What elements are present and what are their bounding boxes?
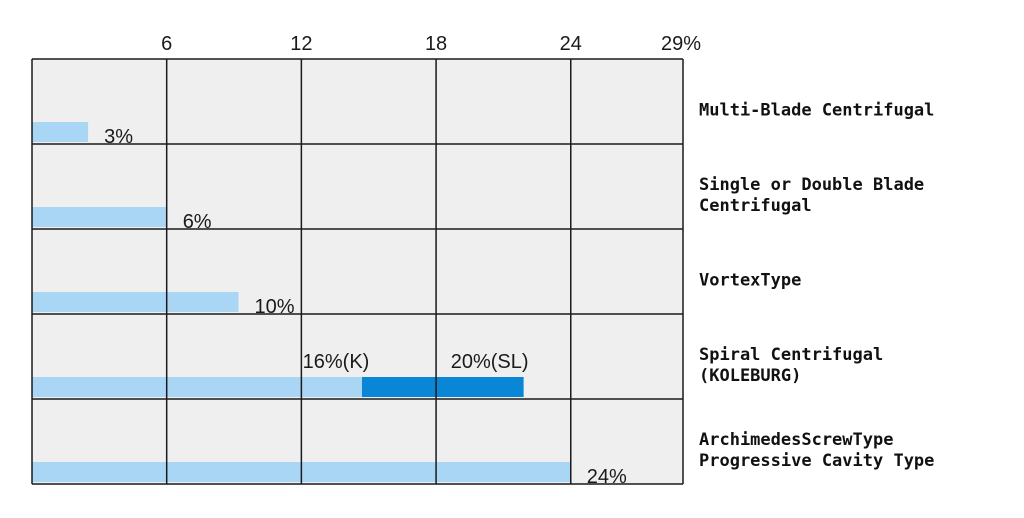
category-labels: Multi-Blade Centrifugal Single or Double … (699, 101, 934, 472)
bar-3-light (32, 292, 239, 312)
data-label-2-light: 6% (183, 211, 212, 233)
category-label-2: Single or Double Blade Centrifugal (699, 175, 924, 216)
x-tick-label: 18 (425, 33, 447, 55)
category-label-4: Spiral Centrifugal (KOLEBURG) (699, 345, 883, 386)
x-axis-tick-labels: 6 12 18 24 29% (161, 33, 701, 55)
data-label-1-light: 3% (104, 126, 133, 148)
category-label-1: Multi-Blade Centrifugal (699, 101, 934, 121)
data-label-5-light: 24% (587, 466, 627, 488)
x-tick-label: 24 (560, 33, 582, 55)
x-tick-label: 29% (661, 33, 701, 55)
data-labels: 3% 6% 10% 16%(K) 20%(SL) 24% (104, 126, 627, 488)
category-label-5: ArchimedesScrewType Progressive Cavity Ty… (699, 430, 934, 471)
category-label-3: VortexType (699, 271, 801, 291)
bar-4-light (32, 377, 362, 397)
data-label-3-light: 10% (255, 296, 295, 318)
data-label-4-light: 16%(K) (303, 351, 370, 373)
data-label-4-dark: 20%(SL) (451, 351, 529, 373)
bar-2-light (32, 207, 167, 227)
grid-layer (31, 58, 684, 485)
plot-background (32, 59, 683, 484)
x-tick-label: 6 (161, 33, 172, 55)
bar-1-light (32, 122, 89, 142)
x-tick-label: 12 (290, 33, 312, 55)
